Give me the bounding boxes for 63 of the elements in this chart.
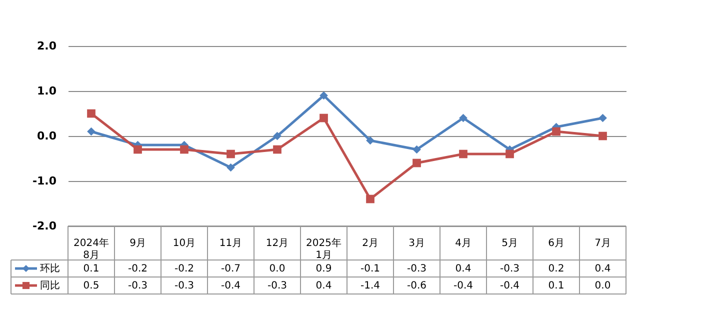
data-label: 0.4 <box>316 280 332 292</box>
data-label: -0.3 <box>267 280 288 292</box>
x-tick-label: 6月 <box>548 238 564 249</box>
point <box>506 150 514 158</box>
data-label: -0.4 <box>453 280 474 292</box>
point <box>459 150 468 158</box>
x-tick-label: 4月 <box>455 238 472 249</box>
data-label: -0.2 <box>174 264 194 274</box>
data-label: -0.4 <box>220 280 241 292</box>
point <box>320 91 328 100</box>
point <box>598 114 607 122</box>
x-tick-label: 9月 <box>130 238 146 249</box>
data-label: -0.2 <box>128 264 148 274</box>
data-label: 0.2 <box>548 264 564 274</box>
point <box>273 132 282 140</box>
point <box>180 145 188 154</box>
data-label: 0.0 <box>594 280 611 292</box>
x-tick-label: 7月 <box>594 238 611 249</box>
point <box>366 136 374 145</box>
x-tick-label: 12月 <box>266 238 289 249</box>
y-tick-label: 2.0 <box>37 40 57 52</box>
x-tick-label: 10月 <box>172 238 196 249</box>
point <box>226 163 235 172</box>
data-label: -0.3 <box>406 264 427 274</box>
data-label: 0.1 <box>83 264 100 274</box>
data-label: -0.1 <box>360 264 380 274</box>
data-label: -0.6 <box>406 280 427 292</box>
point <box>552 127 560 136</box>
data-label: 0.5 <box>83 280 100 292</box>
point <box>598 132 607 140</box>
data-label: 0.1 <box>548 280 564 292</box>
data-label: -0.7 <box>220 264 241 274</box>
y-tick-label: -1.0 <box>32 174 57 188</box>
y-tick-label: 0.0 <box>37 130 57 142</box>
point <box>412 158 421 168</box>
data-label: 0.9 <box>316 264 332 274</box>
data-label: -0.3 <box>500 264 520 274</box>
x-tick-label: 3月 <box>408 238 425 249</box>
x-tick-label: 11月 <box>219 238 242 249</box>
legend-label: 环比 <box>40 262 60 274</box>
point <box>273 145 282 154</box>
data-label: -1.4 <box>360 280 380 292</box>
data-label: 0.4 <box>455 264 472 274</box>
data-label: 0.0 <box>269 264 286 274</box>
data-label: -0.3 <box>174 280 194 292</box>
x-tick-label: 5月 <box>502 238 518 249</box>
point <box>459 114 468 122</box>
point <box>134 145 142 154</box>
data-label: -0.3 <box>128 280 148 292</box>
point <box>226 150 235 158</box>
point <box>87 127 96 136</box>
legend-label: 同比 <box>40 280 60 292</box>
data-label: -0.4 <box>500 280 520 292</box>
point <box>87 109 96 118</box>
y-tick-label: 1.0 <box>37 84 57 98</box>
y-tick-label: -2.0 <box>32 220 57 232</box>
x-tick-label: 2025年 1月 <box>306 237 342 261</box>
point <box>320 114 328 122</box>
point <box>366 194 374 204</box>
x-tick-label: 2月 <box>362 238 378 249</box>
data-label: 0.4 <box>594 264 611 274</box>
point <box>412 145 421 154</box>
x-tick-label: 2024年 8月 <box>74 237 109 261</box>
